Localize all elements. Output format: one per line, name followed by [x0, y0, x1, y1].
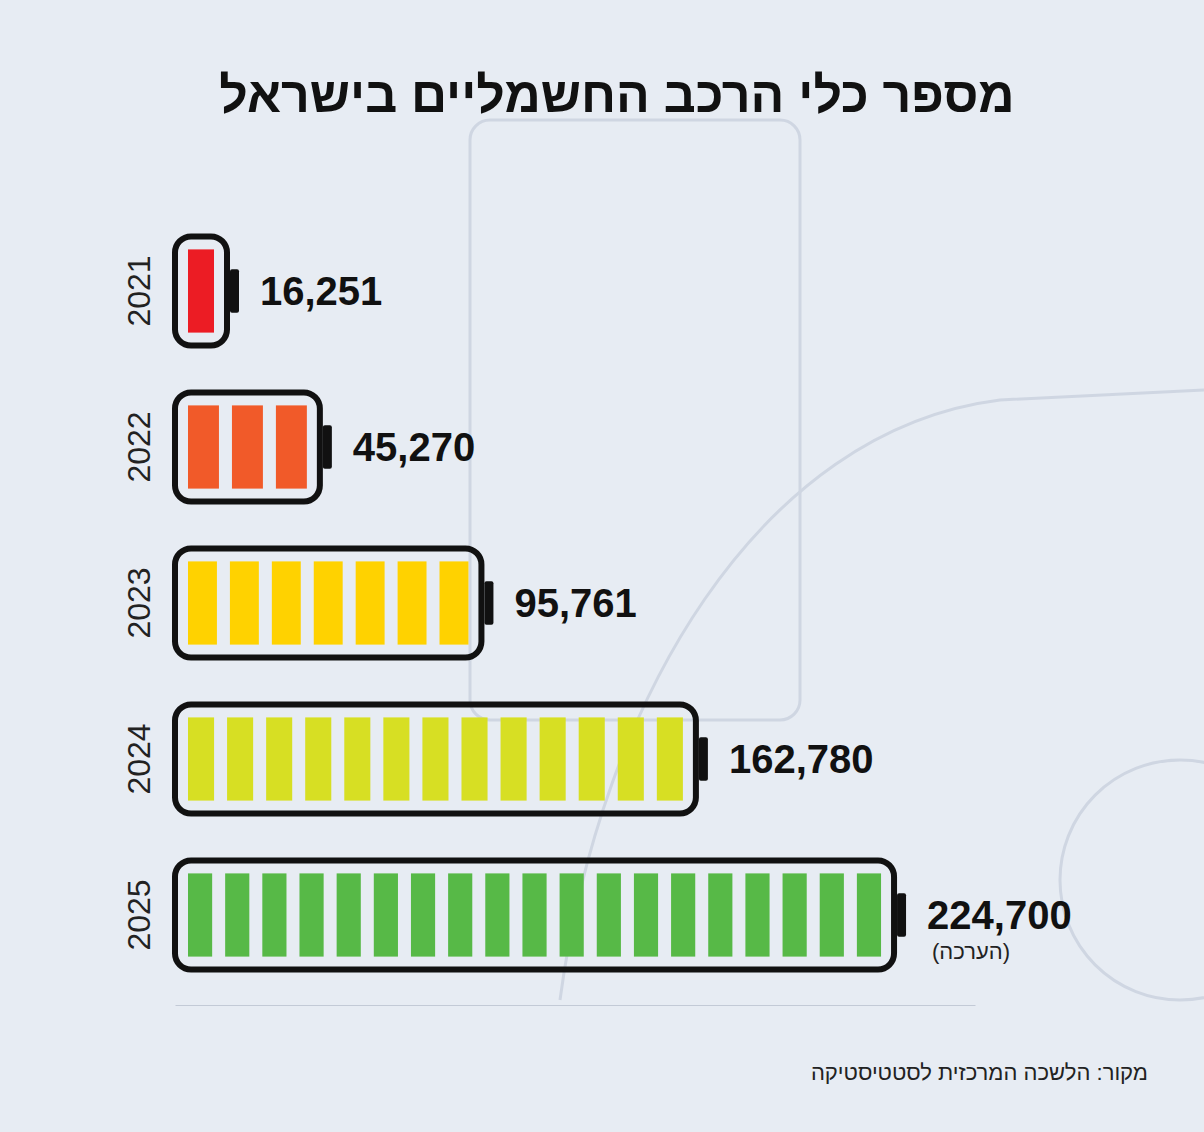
battery-cell	[783, 873, 807, 956]
battery-cell	[232, 405, 263, 488]
battery-terminal	[484, 581, 493, 625]
data-label: 45,270	[353, 425, 475, 469]
y-tick-label: 2022	[121, 411, 157, 482]
battery-cell	[579, 717, 605, 800]
title: מספר כלי הרכב החשמליים בישראל	[219, 67, 1014, 123]
y-tick: 2025	[121, 879, 157, 950]
bars	[175, 236, 906, 969]
bar	[175, 548, 481, 657]
battery-cell	[225, 873, 249, 956]
battery-cell	[188, 249, 214, 332]
y-tick: 2023	[121, 567, 157, 638]
bar	[175, 236, 227, 345]
battery-cell	[227, 717, 253, 800]
battery-terminal	[897, 893, 906, 937]
background	[0, 0, 1204, 1132]
car-outline	[560, 390, 1204, 1000]
battery-cell	[398, 561, 427, 644]
chart: מספר כלי הרכב החשמליים בישראל20212022202…	[0, 0, 1204, 1132]
bar	[175, 860, 894, 969]
battery-cell	[411, 873, 435, 956]
battery	[175, 704, 708, 813]
battery-cell	[337, 873, 361, 956]
battery-cell	[485, 873, 509, 956]
battery	[175, 236, 239, 345]
battery-cell	[262, 873, 286, 956]
x-axis-line	[176, 1005, 976, 1006]
battery-cell	[618, 717, 644, 800]
battery-cell	[540, 717, 566, 800]
battery-cell	[383, 717, 409, 800]
battery-cell	[276, 405, 307, 488]
background-illustration	[470, 120, 1204, 1000]
battery-terminal	[230, 269, 239, 313]
battery-cell	[272, 561, 301, 644]
battery-cell	[708, 873, 732, 956]
battery-cell	[501, 717, 527, 800]
battery-cell	[522, 873, 546, 956]
battery	[175, 392, 332, 501]
battery-cell	[230, 561, 259, 644]
bar	[175, 704, 696, 813]
battery-cell	[305, 717, 331, 800]
battery-cell	[314, 561, 343, 644]
y-tick: 2021	[121, 255, 157, 326]
battery-cell	[344, 717, 370, 800]
data-label: 162,780	[729, 737, 874, 781]
bar	[175, 392, 320, 501]
battery-cell	[820, 873, 844, 956]
y-tick-label: 2025	[121, 879, 157, 950]
source: מקור: הלשכה המרכזית לסטטיסטיקה	[811, 1060, 1148, 1085]
battery-cell	[857, 873, 881, 956]
data-label: 95,761	[514, 581, 636, 625]
y-tick-label: 2023	[121, 567, 157, 638]
battery-terminal	[323, 425, 332, 469]
battery-cell	[299, 873, 323, 956]
battery-terminal	[699, 737, 708, 781]
battery-cell	[448, 873, 472, 956]
battery-cell	[671, 873, 695, 956]
data-label: 224,700	[927, 893, 1072, 937]
charger-outline	[470, 120, 800, 720]
battery-cell	[188, 873, 212, 956]
battery-cell	[745, 873, 769, 956]
battery-cell	[461, 717, 487, 800]
car-wheel	[1060, 760, 1204, 1000]
annotation: (הערכה)	[932, 939, 1010, 964]
battery	[175, 860, 906, 969]
y-tick: 2022	[121, 411, 157, 482]
data-label: 16,251	[260, 269, 382, 313]
battery-cell	[356, 561, 385, 644]
x-axis	[176, 1005, 976, 1006]
battery-cell	[657, 717, 683, 800]
battery-cell	[188, 717, 214, 800]
y-tick-label: 2021	[121, 255, 157, 326]
battery-cell	[422, 717, 448, 800]
y-axis: 2021 2022 2023 2024 2025	[121, 214, 157, 994]
battery-cell	[374, 873, 398, 956]
battery-cell	[560, 873, 584, 956]
battery-cell	[440, 561, 469, 644]
battery-cell	[634, 873, 658, 956]
y-tick-label: 2024	[121, 723, 157, 794]
battery-cell	[266, 717, 292, 800]
battery-cell	[597, 873, 621, 956]
battery-cell	[188, 405, 219, 488]
y-tick: 2024	[121, 723, 157, 794]
battery-cell	[188, 561, 217, 644]
battery	[175, 548, 493, 657]
data-labels: 16,251 45,270 95,761 162,780 224,700	[260, 269, 1072, 937]
